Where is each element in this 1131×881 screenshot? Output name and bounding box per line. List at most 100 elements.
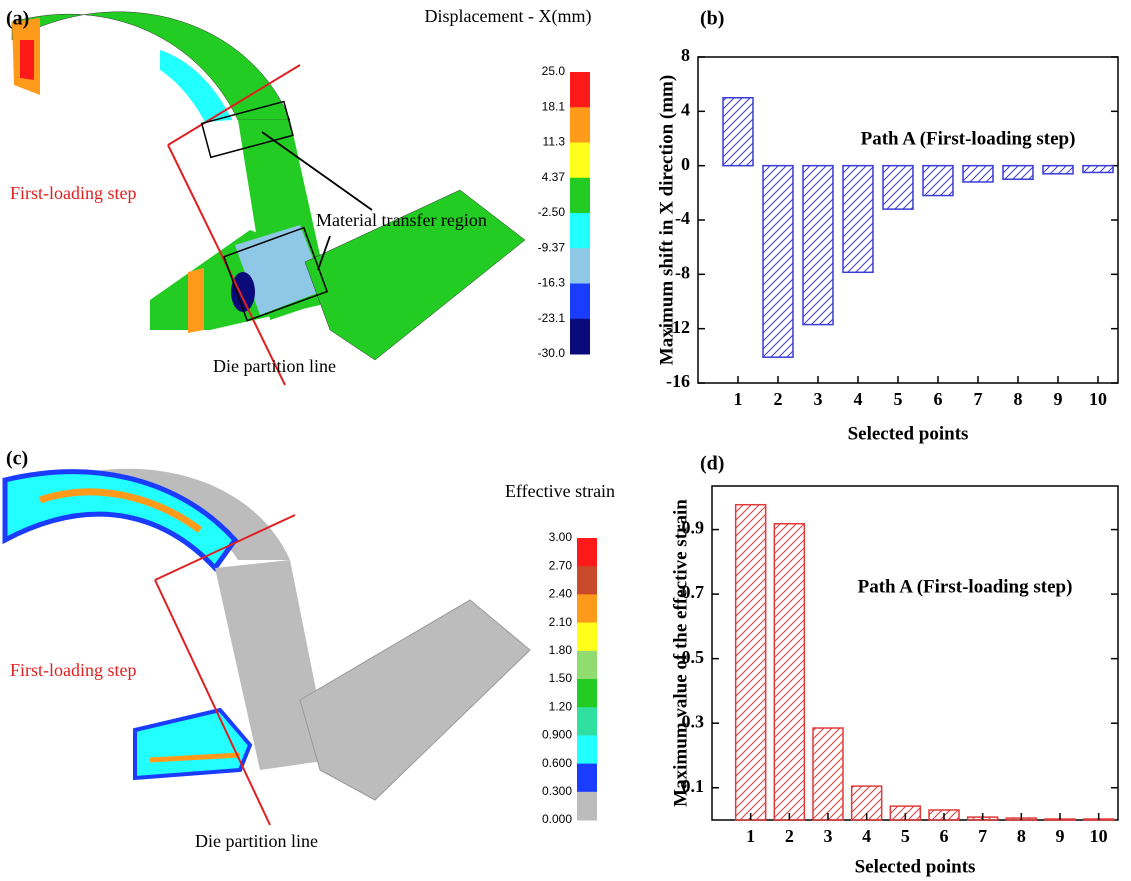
bar <box>1002 164 1034 181</box>
y-tick-label: 8 <box>681 45 690 65</box>
y-tick-label: 0.7 <box>682 582 705 602</box>
y-tick-label: 4 <box>681 99 690 119</box>
colorbar-label: 18.1 <box>542 99 566 113</box>
colorbar-segment <box>577 538 597 567</box>
x-tick-label: 3 <box>824 826 833 846</box>
colorbar-label: 25.0 <box>542 64 566 78</box>
panel-label: (c) <box>6 448 28 470</box>
colorbar-segment <box>570 213 590 249</box>
bar <box>722 97 754 167</box>
colorbar-label: -2.50 <box>538 205 566 219</box>
colorbar-segment <box>577 791 597 821</box>
y-tick-label: -8 <box>675 262 690 282</box>
colorbar-label: 11.3 <box>543 135 566 149</box>
x-tick-label: 6 <box>934 389 943 409</box>
part-c <box>2 468 531 826</box>
colorbar-label: 0.300 <box>542 784 572 798</box>
x-tick-label: 5 <box>894 389 903 409</box>
x-tick-label: 2 <box>785 826 794 846</box>
bar <box>842 164 874 274</box>
colorbar-segment <box>570 248 590 284</box>
colorbar-segment <box>570 142 590 179</box>
colorbar-segment <box>570 318 590 355</box>
colorbar-label: 4.37 <box>542 170 566 184</box>
colorbar-segment <box>577 707 597 736</box>
colorbar-segment <box>577 650 597 680</box>
x-tick-label: 10 <box>1090 826 1108 846</box>
x-tick-label: 9 <box>1054 389 1063 409</box>
y-tick-label: -16 <box>666 371 690 391</box>
colorbar-label: -23.1 <box>538 311 566 325</box>
bar <box>812 727 844 821</box>
colorbar-label: 0.000 <box>542 812 572 826</box>
colorbar-label: 2.40 <box>549 587 573 601</box>
colorbar-segment <box>577 566 597 595</box>
legend-title: Effective strain <box>505 481 615 501</box>
bar <box>922 164 954 197</box>
colorbar-label: 2.10 <box>549 615 573 629</box>
annotation: Die partition line <box>195 831 318 851</box>
y-axis-label: Maximum value of the effective strain <box>670 499 691 807</box>
x-tick-label: 1 <box>734 389 743 409</box>
y-tick-label: 0.3 <box>682 711 705 731</box>
colorbar-segment <box>570 177 590 214</box>
bar <box>1082 164 1114 174</box>
colorbar-label: -16.3 <box>538 276 566 290</box>
bar <box>734 503 767 821</box>
colorbar-segment <box>570 283 590 320</box>
colorbar-segment <box>577 763 597 793</box>
x-tick-label: 6 <box>940 826 949 846</box>
x-tick-label: 10 <box>1089 389 1107 409</box>
annotation: Path A (First-loading step) <box>858 576 1073 597</box>
panel-label: (a) <box>6 8 29 30</box>
colorbar-label: -9.37 <box>538 240 566 254</box>
annotation: Path A (First-loading step) <box>861 128 1076 149</box>
x-axis-label: Selected points <box>848 423 969 444</box>
y-tick-label: -12 <box>666 317 690 337</box>
x-tick-label: 9 <box>1056 826 1065 846</box>
bar <box>762 164 794 358</box>
colorbar-label: 0.900 <box>542 728 572 742</box>
legend-title: Displacement - X(mm) <box>425 6 592 27</box>
panel-label: (d) <box>700 453 724 475</box>
colorbar-segment <box>570 107 590 143</box>
colorbar-label: 1.20 <box>549 699 573 713</box>
colorbar-segment <box>577 679 597 708</box>
x-tick-label: 8 <box>1014 389 1023 409</box>
colorbar-segment <box>577 594 597 624</box>
x-tick-label: 5 <box>901 826 910 846</box>
x-tick-label: 4 <box>862 826 871 846</box>
x-tick-label: 3 <box>814 389 823 409</box>
annotation: First-loading step <box>10 183 137 203</box>
colorbar-segment <box>570 72 590 108</box>
y-tick-label: 0.9 <box>682 518 705 538</box>
bar <box>773 523 806 821</box>
colorbar-label: 0.600 <box>542 756 572 770</box>
y-tick-label: 0.1 <box>682 776 705 796</box>
y-tick-label: 0 <box>681 154 690 174</box>
x-axis-label: Selected points <box>855 856 976 877</box>
x-tick-label: 1 <box>746 826 755 846</box>
colorbar-label: -30.0 <box>538 346 566 360</box>
part-a <box>11 11 526 386</box>
bar <box>1042 164 1074 175</box>
panel-label: (b) <box>700 8 724 30</box>
annotation: First-loading step <box>10 660 137 680</box>
colorbar-label: 1.50 <box>549 671 573 685</box>
colorbar-segment <box>577 735 597 765</box>
plot-frame <box>697 56 1119 384</box>
x-tick-label: 8 <box>1017 826 1026 846</box>
annotation: Material transfer region <box>316 210 487 230</box>
bar <box>882 164 914 210</box>
bar <box>802 164 834 326</box>
y-tick-label: -4 <box>675 208 690 228</box>
colorbar-segment <box>577 622 597 652</box>
x-tick-label: 7 <box>978 826 987 846</box>
annotation: Die partition line <box>213 356 336 376</box>
plot-frame <box>711 485 1119 821</box>
bar <box>962 164 994 183</box>
colorbar-label: 1.80 <box>549 643 573 657</box>
colorbar-label: 2.70 <box>549 558 573 572</box>
x-tick-label: 4 <box>854 389 863 409</box>
